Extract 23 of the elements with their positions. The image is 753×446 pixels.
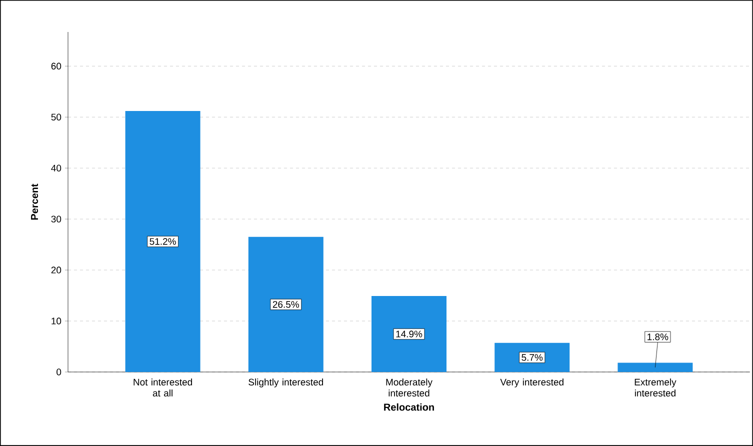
bar [618, 362, 693, 372]
x-tick-label: Slightly interested [248, 378, 324, 388]
y-tick-label: 50 [51, 114, 62, 120]
y-tick-label: 30 [51, 216, 62, 222]
y-tick-label: 20 [51, 266, 62, 274]
x-tick-label: Very interested [500, 378, 564, 388]
x-tick-label: Extremely interested [634, 378, 676, 396]
y-tick-label: 0 [56, 368, 62, 376]
y-tick-label: 10 [52, 318, 62, 324]
bar [372, 296, 446, 372]
data-label: 1.8% [648, 333, 668, 340]
data-label: 5.7% [522, 354, 543, 361]
data-label: 51.2% [150, 238, 176, 245]
x-tick-label: Moderately interested [386, 378, 432, 396]
y-tick-label: 60 [51, 62, 62, 70]
data-label: 14.9% [396, 330, 422, 338]
y-axis-title: Percent [31, 184, 38, 220]
data-label: 26.5% [272, 301, 300, 308]
y-tick-label: 40 [51, 164, 62, 172]
x-axis-title: Relocation [384, 403, 434, 411]
x-tick-label: Not interested at all [134, 378, 192, 396]
bar [248, 236, 324, 372]
bar [125, 111, 200, 372]
